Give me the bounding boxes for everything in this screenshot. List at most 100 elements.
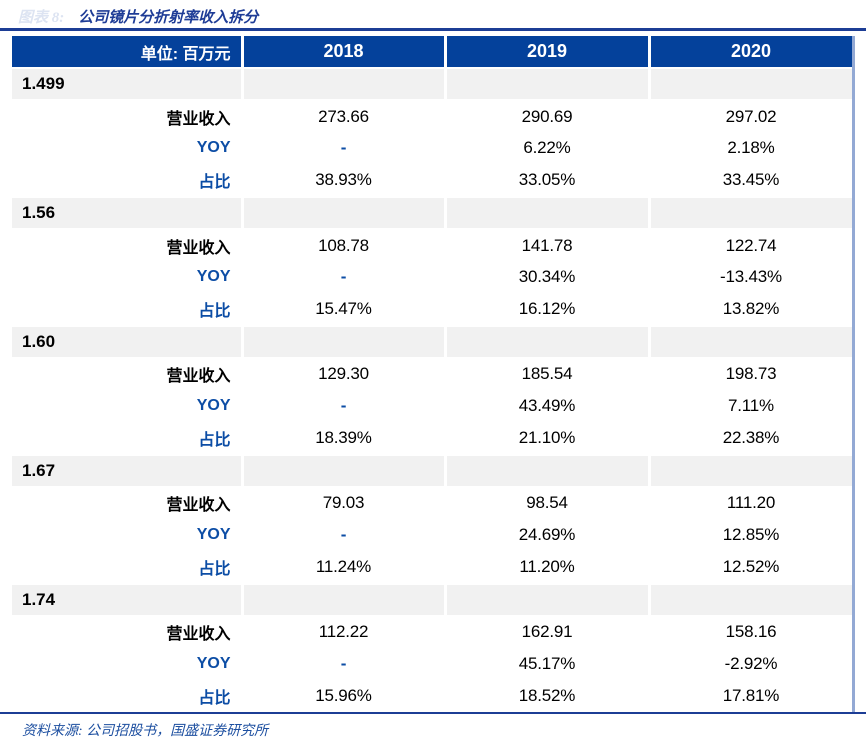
value-cell: 21.10% (443, 422, 649, 455)
value-cell: 24.69% (443, 518, 649, 552)
value-cell: 290.69 (443, 100, 649, 133)
value-cell: 11.20% (443, 551, 649, 584)
value-cell: - (240, 518, 445, 552)
value-cell: 33.45% (647, 164, 853, 197)
section-cell (443, 453, 649, 488)
data-row: 占比 11.24% 11.20% 12.52% (12, 551, 853, 584)
value-cell: 141.78 (443, 228, 649, 262)
metric-label: YOY (196, 655, 231, 672)
value-cell: - (240, 390, 445, 423)
data-row: 营业收入 273.66 290.69 297.02 (12, 100, 853, 133)
year-header-cell: 2019 (443, 36, 649, 68)
value-cell: 43.49% (443, 390, 649, 423)
section-cell (240, 582, 445, 617)
value-cell: 18.52% (443, 680, 649, 713)
data-row: 占比 15.47% 16.12% 13.82% (12, 293, 853, 326)
metric-label: 占比 (198, 432, 231, 450)
value-cell: 2.18% (647, 132, 853, 165)
top-divider (0, 28, 866, 31)
metric-label: 营业收入 (166, 110, 231, 128)
figure-title: 图表 8: 公司镜片分折射率收入拆分 (0, 0, 866, 28)
year-header-cell: 2018 (240, 36, 445, 68)
value-cell: 198.73 (647, 357, 853, 391)
value-cell: 12.85% (647, 518, 853, 552)
metric-label: YOY (196, 139, 231, 157)
section-cell (443, 195, 649, 230)
section-cell (647, 67, 853, 101)
value-cell: -2.92% (647, 647, 853, 681)
value-cell: 108.78 (240, 228, 445, 262)
table-body: 1.499 营业收入 273.66 290.69 297.02 YOY -6.22% 2.18… (12, 67, 853, 713)
section-label: 1.67 (12, 453, 242, 488)
value-cell: 30.34% (443, 261, 649, 294)
data-row: 营业收入 79.03 98.54 111.20 (12, 486, 853, 519)
data-row: YOY -30.34% -13.43% (12, 261, 853, 294)
metric-label: 营业收入 (166, 239, 231, 257)
section-cell (647, 324, 853, 359)
value-cell: 15.47% (240, 293, 445, 326)
section-row: 1.67 (12, 453, 853, 488)
metric-label: 营业收入 (166, 368, 231, 386)
section-label: 1.499 (12, 67, 242, 101)
metric-label: 占比 (198, 690, 231, 708)
source-note: 资料来源: 公司招股书，国盛证券研究所 (22, 724, 269, 740)
revenue-table: 单位: 百万元 2018 2019 2020 1.499 营业收入 273.66 29… (12, 36, 855, 713)
value-cell: 6.22% (443, 132, 649, 165)
value-cell: 185.54 (443, 357, 649, 391)
value-cell: 11.24% (240, 551, 445, 584)
value-cell: 297.02 (647, 100, 853, 133)
data-row: 营业收入 112.22 162.91 158.16 (12, 615, 853, 648)
metric-label: 营业收入 (166, 626, 231, 644)
section-cell (647, 582, 853, 617)
section-cell (240, 195, 445, 230)
value-cell: 15.96% (240, 680, 445, 713)
section-row: 1.56 (12, 195, 853, 230)
value-cell: -13.43% (647, 261, 853, 294)
bottom-divider (0, 712, 866, 715)
value-cell: - (240, 647, 445, 681)
value-cell: 16.12% (443, 293, 649, 326)
data-row: 占比 18.39% 21.10% 22.38% (12, 422, 853, 455)
value-cell: 18.39% (240, 422, 445, 455)
data-row: YOY -6.22% 2.18% (12, 132, 853, 165)
metric-label: 占比 (198, 303, 231, 321)
value-cell: 45.17% (443, 647, 649, 681)
value-cell: - (240, 132, 445, 165)
value-cell: 273.66 (240, 100, 445, 133)
section-cell (443, 582, 649, 617)
value-cell: 158.16 (647, 615, 853, 648)
section-cell (443, 67, 649, 101)
value-cell: 111.20 (647, 486, 853, 519)
value-cell: 129.30 (240, 357, 445, 391)
data-row: 营业收入 108.78 141.78 122.74 (12, 228, 853, 262)
unit-header-cell: 单位: 百万元 (12, 36, 242, 68)
value-cell: 12.52% (647, 551, 853, 584)
figure-number-label: 图表 8: (18, 10, 65, 26)
section-row: 1.499 (12, 67, 853, 101)
metric-label: YOY (196, 397, 231, 415)
metric-label: 营业收入 (166, 497, 231, 515)
value-cell: 17.81% (647, 680, 853, 713)
metric-label: YOY (196, 526, 231, 544)
section-row: 1.60 (12, 324, 853, 359)
value-cell: 122.74 (647, 228, 853, 262)
section-label: 1.56 (12, 195, 242, 230)
value-cell: 7.11% (647, 390, 853, 423)
value-cell: 22.38% (647, 422, 853, 455)
section-cell (647, 453, 853, 488)
section-cell (240, 67, 445, 101)
value-cell: 79.03 (240, 486, 445, 519)
data-row: 占比 38.93% 33.05% 33.45% (12, 164, 853, 197)
section-cell (240, 324, 445, 359)
data-row: YOY -45.17% -2.92% (12, 647, 853, 681)
year-header-cell: 2020 (647, 36, 853, 68)
data-row: 占比 15.96% 18.52% 17.81% (12, 680, 853, 713)
value-cell: 162.91 (443, 615, 649, 648)
section-row: 1.74 (12, 582, 853, 617)
metric-label: 占比 (198, 560, 231, 578)
data-row: 营业收入 129.30 185.54 198.73 (12, 357, 853, 391)
section-cell (240, 453, 445, 488)
section-label: 1.60 (12, 324, 242, 359)
data-row: YOY -43.49% 7.11% (12, 390, 853, 423)
